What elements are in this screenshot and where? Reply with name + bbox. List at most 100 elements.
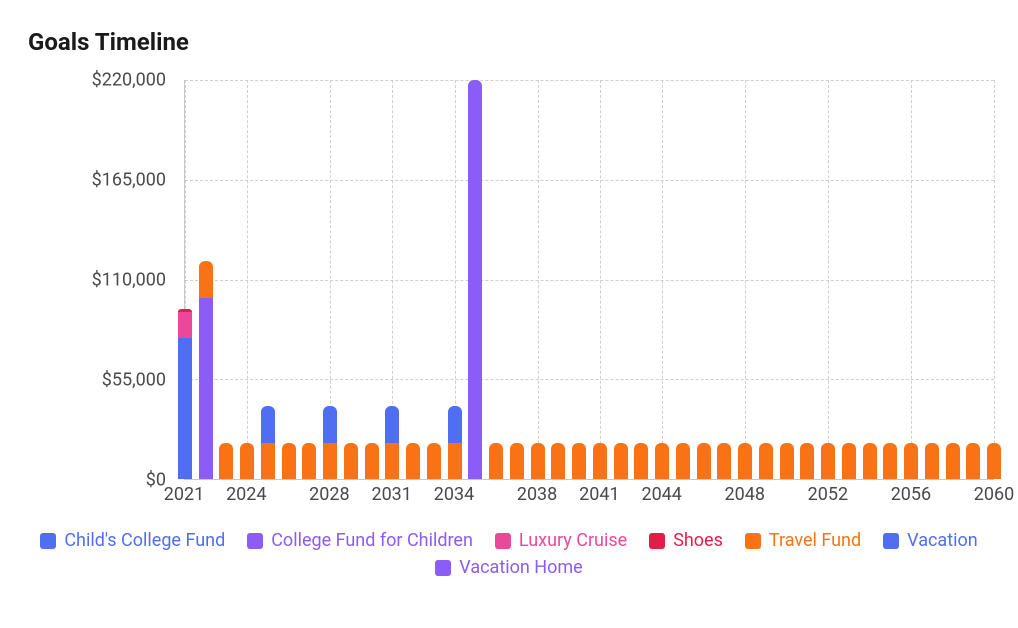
bar-segment[interactable] bbox=[385, 406, 399, 442]
bar-segment[interactable] bbox=[925, 443, 939, 479]
bar-segment[interactable] bbox=[365, 443, 379, 479]
x-axis-labels: 2021202420282031203420382041204420482052… bbox=[184, 480, 994, 520]
bar-segment[interactable] bbox=[697, 443, 711, 479]
gridline-v bbox=[994, 80, 995, 479]
bar-segment[interactable] bbox=[572, 443, 586, 479]
legend-item[interactable]: Child's College Fund bbox=[40, 530, 225, 551]
bar-segment[interactable] bbox=[448, 443, 462, 479]
gridline-v bbox=[828, 80, 829, 479]
bar-segment[interactable] bbox=[551, 443, 565, 479]
bar-segment[interactable] bbox=[842, 443, 856, 479]
page-title: Goals Timeline bbox=[28, 28, 994, 56]
bar-segment[interactable] bbox=[261, 443, 275, 479]
bar-segment[interactable] bbox=[323, 406, 337, 442]
bar-segment[interactable] bbox=[946, 443, 960, 479]
y-tick-label: $55,000 bbox=[16, 370, 166, 391]
bar-segment[interactable] bbox=[759, 443, 773, 479]
legend-item[interactable]: Luxury Cruise bbox=[495, 530, 627, 551]
bar-segment[interactable] bbox=[448, 406, 462, 442]
bar-segment[interactable] bbox=[966, 443, 980, 479]
y-tick-label: $220,000 bbox=[16, 70, 166, 91]
gridline-v bbox=[662, 80, 663, 479]
legend-item[interactable]: Shoes bbox=[649, 530, 723, 551]
bar-segment[interactable] bbox=[178, 338, 192, 479]
bar-segment[interactable] bbox=[863, 443, 877, 479]
legend-swatch bbox=[883, 533, 899, 549]
y-tick-label: $165,000 bbox=[16, 170, 166, 191]
x-tick-label: 2060 bbox=[974, 484, 1014, 505]
bar-segment[interactable] bbox=[883, 443, 897, 479]
legend-item[interactable]: College Fund for Children bbox=[247, 530, 473, 551]
bar-segment[interactable] bbox=[614, 443, 628, 479]
bar-segment[interactable] bbox=[489, 443, 503, 479]
x-tick-label: 2038 bbox=[517, 484, 557, 505]
legend-swatch bbox=[247, 533, 263, 549]
legend-label: Shoes bbox=[673, 530, 723, 551]
bar-segment[interactable] bbox=[593, 443, 607, 479]
gridline-v bbox=[247, 80, 248, 479]
x-tick-label: 2048 bbox=[725, 484, 765, 505]
x-tick-label: 2041 bbox=[579, 484, 619, 505]
bar-segment[interactable] bbox=[385, 443, 399, 479]
legend-label: Child's College Fund bbox=[64, 530, 225, 551]
legend-swatch bbox=[495, 533, 511, 549]
bar-segment[interactable] bbox=[717, 443, 731, 479]
legend-label: Luxury Cruise bbox=[519, 530, 627, 551]
x-tick-label: 2056 bbox=[891, 484, 931, 505]
chart: $0$55,000$110,000$165,000$220,000 2021 20… bbox=[24, 80, 994, 520]
gridline-v bbox=[745, 80, 746, 479]
legend-item[interactable]: Travel Fund bbox=[745, 530, 861, 551]
legend-swatch bbox=[649, 533, 665, 549]
bar-segment[interactable] bbox=[780, 443, 794, 479]
bar-segment[interactable] bbox=[282, 443, 296, 479]
goals-timeline-card: Goals Timeline $0$55,000$110,000$165,000… bbox=[0, 0, 1018, 628]
gridline-h bbox=[185, 180, 994, 181]
legend-label: Travel Fund bbox=[769, 530, 861, 551]
x-tick-label: 2052 bbox=[808, 484, 848, 505]
bar-segment[interactable] bbox=[344, 443, 358, 479]
bar-segment[interactable] bbox=[199, 298, 213, 479]
bar-segment[interactable] bbox=[323, 443, 337, 479]
bar-segment[interactable] bbox=[427, 443, 441, 479]
gridline-v bbox=[911, 80, 912, 479]
legend-item[interactable]: Vacation bbox=[883, 530, 978, 551]
bar-segment[interactable] bbox=[510, 443, 524, 479]
bar-segment[interactable] bbox=[531, 443, 545, 479]
x-tick-label: 2034 bbox=[434, 484, 474, 505]
y-tick-label: $110,000 bbox=[16, 270, 166, 291]
gridline-v bbox=[538, 80, 539, 479]
bar-segment[interactable] bbox=[821, 443, 835, 479]
bar-segment[interactable] bbox=[468, 80, 482, 479]
bar-segment[interactable] bbox=[406, 443, 420, 479]
bar-segment[interactable] bbox=[261, 406, 275, 442]
legend-label: Vacation Home bbox=[459, 557, 582, 578]
legend-swatch bbox=[435, 560, 451, 576]
y-axis-labels: $0$55,000$110,000$165,000$220,000 bbox=[24, 80, 174, 480]
bar-segment[interactable] bbox=[987, 443, 1001, 479]
bar-segment[interactable] bbox=[634, 443, 648, 479]
legend-label: Vacation bbox=[907, 530, 978, 551]
bar-segment[interactable] bbox=[676, 443, 690, 479]
gridline-h bbox=[185, 379, 994, 380]
x-tick-label: 2024 bbox=[226, 484, 266, 505]
bar-segment[interactable] bbox=[240, 443, 254, 479]
legend-item[interactable]: Vacation Home bbox=[435, 557, 582, 578]
bar-segment[interactable] bbox=[800, 443, 814, 479]
x-tick-label: 2021 bbox=[164, 484, 204, 505]
x-tick-label: 2031 bbox=[371, 484, 411, 505]
legend: Child's College Fund College Fund for Chi… bbox=[24, 530, 994, 578]
legend-label: College Fund for Children bbox=[271, 530, 473, 551]
bar-segment[interactable] bbox=[178, 309, 192, 313]
gridline-h bbox=[185, 280, 994, 281]
x-tick-label: 2044 bbox=[641, 484, 681, 505]
y-tick-label: $0 bbox=[16, 470, 166, 491]
bar-segment[interactable] bbox=[738, 443, 752, 479]
bar-segment[interactable] bbox=[904, 443, 918, 479]
bar-segment[interactable] bbox=[219, 443, 233, 479]
bar-segment[interactable] bbox=[655, 443, 669, 479]
bar-segment[interactable] bbox=[302, 443, 316, 479]
bar-segment[interactable] bbox=[178, 312, 192, 337]
bar-segment[interactable] bbox=[199, 261, 213, 297]
legend-swatch bbox=[745, 533, 761, 549]
gridline-h bbox=[185, 80, 994, 81]
